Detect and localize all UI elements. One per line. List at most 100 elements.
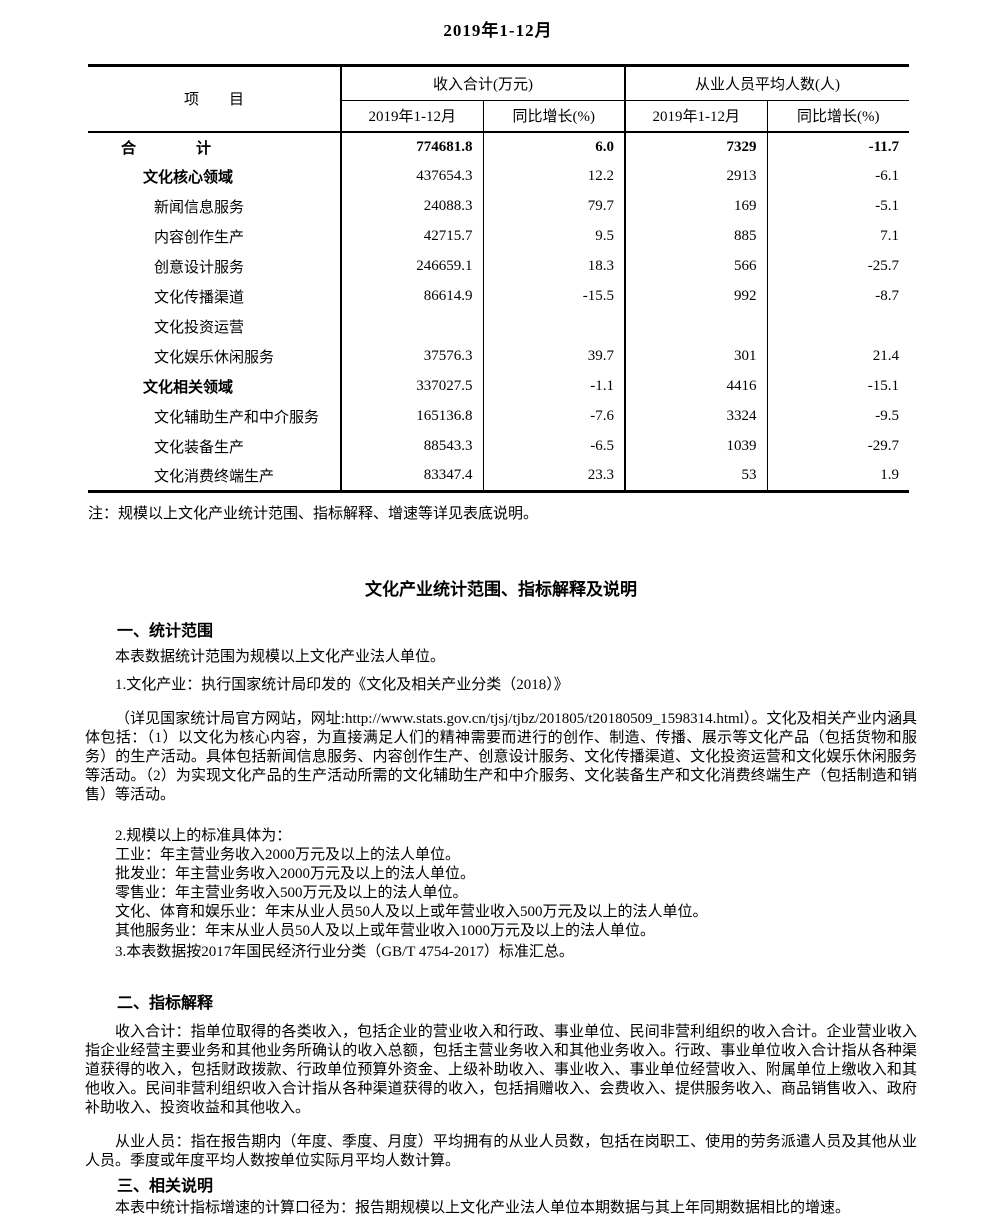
row-label: 文化消费终端生产 <box>154 469 275 486</box>
income-total-value: 88543.3 <box>340 431 483 462</box>
staff-avg-value: 53 <box>624 461 767 492</box>
table-row: 文化娱乐休闲服务 37576.3 39.7 301 21.4 <box>88 341 909 372</box>
staff-growth-value: 21.4 <box>766 341 909 372</box>
header-item-column: 项 目 <box>88 65 342 133</box>
staff-avg-value: 2913 <box>624 161 767 192</box>
staff-growth-value: 1.9 <box>766 461 909 492</box>
staff-growth-value: -9.5 <box>766 401 909 432</box>
income-growth-value: -15.5 <box>482 281 625 312</box>
staff-avg-value: 7329 <box>624 131 767 162</box>
row-label: 文化核心领域 <box>143 170 234 186</box>
row-label: 文化投资运营 <box>154 320 245 336</box>
header-group-income: 收入合计(万元) <box>341 65 625 101</box>
table-row-total: 合 计 774681.8 6.0 7329 -11.7 <box>88 131 909 162</box>
section-2-heading: 二、指标解释 <box>117 995 214 1012</box>
staff-growth-value: -15.1 <box>766 371 909 402</box>
table-row: 新闻信息服务 24088.3 79.7 169 -5.1 <box>88 191 909 222</box>
income-growth-value: -6.5 <box>482 431 625 462</box>
table-row: 文化核心领域 437654.3 12.2 2913 -6.1 <box>88 161 909 192</box>
row-label: 新闻信息服务 <box>154 200 245 216</box>
income-total-value: 37576.3 <box>340 341 483 372</box>
section-2-paragraph-income: 收入合计：指单位取得的各类收入，包括企业的营业收入和行政、事业单位、民间非营利组… <box>85 1024 917 1116</box>
staff-avg-value: 885 <box>624 221 767 252</box>
section-1-scale-criteria-list: 2.规模以上的标准具体为： 工业：年主营业务收入2000万元及以上的法人单位。 … <box>85 827 917 941</box>
header-income-period: 2019年1-12月 <box>340 100 483 133</box>
row-label: 创意设计服务 <box>154 260 245 276</box>
staff-growth-value: -25.7 <box>766 251 909 282</box>
staff-avg-value <box>624 311 767 342</box>
row-label: 文化传播渠道 <box>154 290 245 306</box>
row-label: 内容创作生产 <box>154 230 245 246</box>
income-growth-value <box>482 311 625 342</box>
staff-growth-value: 7.1 <box>766 221 909 252</box>
header-income-growth: 同比增长(%) <box>482 100 625 133</box>
table-footnote: 注：规模以上文化产业统计范围、指标解释、增速等详见表底说明。 <box>88 506 539 522</box>
section-3-heading: 三、相关说明 <box>117 1178 214 1195</box>
income-total-value: 42715.7 <box>340 221 483 252</box>
table-row: 文化消费终端生产 83347.4 23.3 53 1.9 <box>88 461 909 492</box>
income-growth-value: 79.7 <box>482 191 625 222</box>
staff-avg-value: 3324 <box>624 401 767 432</box>
notes-section-title: 文化产业统计范围、指标解释及说明 <box>365 580 637 599</box>
income-growth-value: -7.6 <box>482 401 625 432</box>
table-row: 文化传播渠道 86614.9 -15.5 992 -8.7 <box>88 281 909 312</box>
scale-criteria-line: 零售业：年主营业务收入500万元及以上的法人单位。 <box>115 885 468 901</box>
income-total-value: 774681.8 <box>340 131 483 162</box>
staff-growth-value: -29.7 <box>766 431 909 462</box>
scale-criteria-line: 工业：年主营业务收入2000万元及以上的法人单位。 <box>115 847 461 863</box>
income-total-value: 86614.9 <box>340 281 483 312</box>
section-1-paragraph-definition: （详见国家统计局官方网站，网址:http://www.stats.gov.cn/… <box>85 711 917 803</box>
section-1-paragraph-scope: 本表数据统计范围为规模以上文化产业法人单位。 <box>115 649 446 665</box>
table-row: 内容创作生产 42715.7 9.5 885 7.1 <box>88 221 909 252</box>
table-row: 文化辅助生产和中介服务 165136.8 -7.6 3324 -9.5 <box>88 401 909 432</box>
header-staff-growth: 同比增长(%) <box>766 100 909 133</box>
section-1-paragraph-classification: 1.文化产业：执行国家统计局印发的《文化及相关产业分类（2018）》 <box>115 677 569 693</box>
staff-growth-value: -8.7 <box>766 281 909 312</box>
row-label: 文化娱乐休闲服务 <box>154 350 275 366</box>
header-staff-period: 2019年1-12月 <box>624 100 767 133</box>
statistics-table: 项 目 收入合计(万元) 从业人员平均人数(人) 2019年1-12月 同比增长… <box>88 64 909 493</box>
income-growth-value: 39.7 <box>482 341 625 372</box>
income-growth-value: 12.2 <box>482 161 625 192</box>
income-growth-value: 6.0 <box>482 131 625 162</box>
scale-criteria-line: 其他服务业：年末从业人员50人及以上或年营业收入1000万元及以上的法人单位。 <box>115 923 656 939</box>
income-total-value: 437654.3 <box>340 161 483 192</box>
staff-growth-value: -6.1 <box>766 161 909 192</box>
staff-growth-value <box>766 311 909 342</box>
income-total-value: 165136.8 <box>340 401 483 432</box>
staff-avg-value: 1039 <box>624 431 767 462</box>
section-2-paragraph-staff: 从业人员：指在报告期内（年度、季度、月度）平均拥有的从业人员数，包括在岗职工、使… <box>85 1134 917 1169</box>
scale-criteria-line: 2.规模以上的标准具体为： <box>115 828 292 844</box>
staff-avg-value: 301 <box>624 341 767 372</box>
table-row: 文化相关领域 337027.5 -1.1 4416 -15.1 <box>88 371 909 402</box>
income-total-value: 246659.1 <box>340 251 483 282</box>
row-label: 文化辅助生产和中介服务 <box>154 410 320 426</box>
table-header-row-sub: 2019年1-12月 同比增长(%) 2019年1-12月 同比增长(%) <box>88 100 909 133</box>
table-row: 文化投资运营 <box>88 311 909 342</box>
notes-section: 文化产业统计范围、指标解释及说明 一、统计范围 本表数据统计范围为规模以上文化产… <box>85 575 917 1218</box>
page-title: 2019年1-12月 <box>443 21 553 40</box>
staff-avg-value: 4416 <box>624 371 767 402</box>
table-row: 创意设计服务 246659.1 18.3 566 -25.7 <box>88 251 909 282</box>
staff-growth-value: -5.1 <box>766 191 909 222</box>
income-growth-value: 18.3 <box>482 251 625 282</box>
section-3-paragraph-growth: 本表中统计指标增速的计算口径为：报告期规模以上文化产业法人单位本期数据与其上年同… <box>115 1200 851 1216</box>
section-1-heading: 一、统计范围 <box>117 623 214 640</box>
staff-avg-value: 169 <box>624 191 767 222</box>
income-total-value: 24088.3 <box>340 191 483 222</box>
income-growth-value: 9.5 <box>482 221 625 252</box>
income-total-value: 337027.5 <box>340 371 483 402</box>
scale-criteria-line: 批发业：年主营业务收入2000万元及以上的法人单位。 <box>115 866 476 882</box>
table-header-row-groups: 项 目 收入合计(万元) 从业人员平均人数(人) <box>88 65 909 133</box>
staff-avg-value: 992 <box>624 281 767 312</box>
income-growth-value: 23.3 <box>482 461 625 492</box>
section-1-paragraph-standard: 3.本表数据按2017年国民经济行业分类（GB/T 4754-2017）标准汇总… <box>115 944 574 960</box>
staff-avg-value: 566 <box>624 251 767 282</box>
income-total-value: 83347.4 <box>340 461 483 492</box>
row-label: 合 计 <box>121 140 212 157</box>
income-growth-value: -1.1 <box>482 371 625 402</box>
scale-criteria-line: 文化、体育和娱乐业：年末从业人员50人及以上或年营业收入500万元及以上的法人单… <box>115 904 708 920</box>
header-group-staff: 从业人员平均人数(人) <box>624 65 909 101</box>
row-label: 文化相关领域 <box>143 380 234 396</box>
